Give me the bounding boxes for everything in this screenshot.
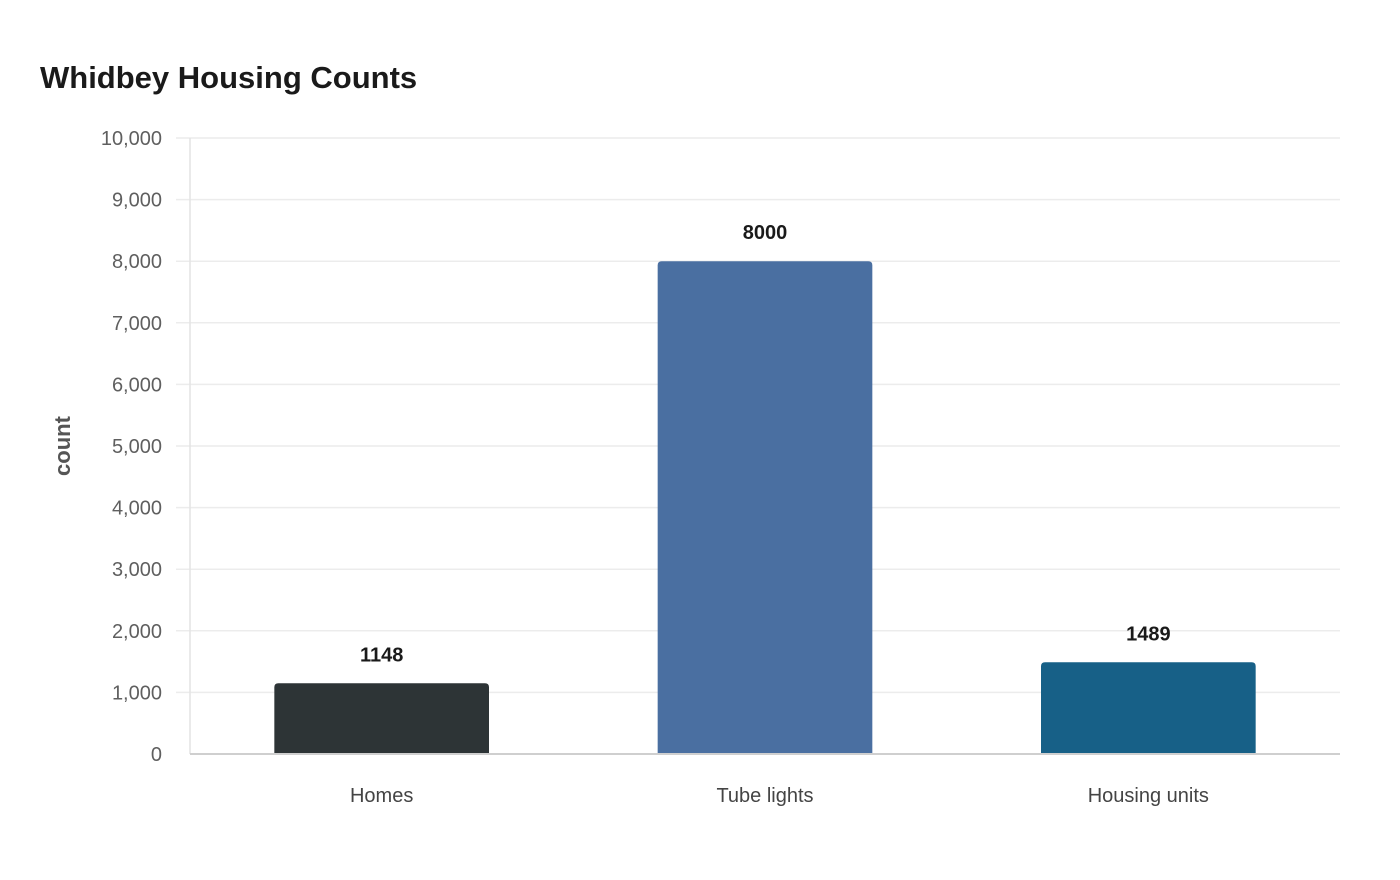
x-tick-label: Housing units xyxy=(1088,785,1209,807)
data-label: 8000 xyxy=(743,222,788,244)
y-tick-label: 3,000 xyxy=(112,559,162,581)
category-labels: Homes Tube lights Housing units xyxy=(350,785,1209,807)
y-tick-labels: 0 1,000 2,000 3,000 4,000 5,000 6,000 7,000 8,00… xyxy=(101,128,162,766)
chart-title: Whidbey Housing Counts xyxy=(40,60,418,95)
y-tick-label: 2,000 xyxy=(112,621,162,643)
y-tick-label: 9,000 xyxy=(112,190,162,212)
data-labels: 1148 8000 1489 xyxy=(360,222,1171,666)
bar xyxy=(657,261,873,754)
y-axis-title: count xyxy=(50,415,75,476)
y-tick-label: 8,000 xyxy=(112,251,162,273)
y-tick-label: 7,000 xyxy=(112,313,162,335)
x-tick-label: Tube lights xyxy=(716,785,813,807)
data-label: 1489 xyxy=(1126,623,1171,645)
y-tick-label: 5,000 xyxy=(112,436,162,458)
y-tick-label: 10,000 xyxy=(101,128,162,150)
y-tick-label: 1,000 xyxy=(112,682,162,704)
data-label: 1148 xyxy=(360,644,403,666)
bars xyxy=(274,261,1256,754)
x-tick-label: Homes xyxy=(350,785,413,807)
y-tick-label: 6,000 xyxy=(112,374,162,396)
y-tick-label: 4,000 xyxy=(112,498,162,520)
bar xyxy=(274,683,489,754)
y-tick-label: 0 xyxy=(151,744,162,766)
bar xyxy=(1041,662,1256,754)
